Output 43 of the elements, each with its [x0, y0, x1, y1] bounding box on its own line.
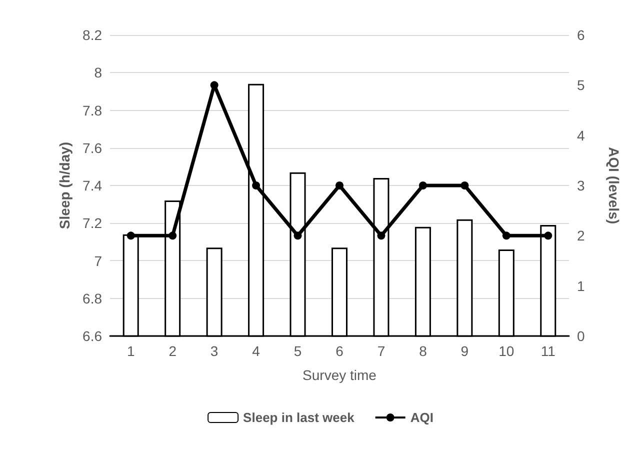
point — [418, 182, 427, 190]
x-tick-label: 9 — [460, 343, 469, 359]
point — [252, 182, 260, 190]
y-axis-title: Sleep (h/day) — [56, 142, 73, 230]
x-tick-label: 6 — [336, 343, 344, 359]
y2-axis-title: AQI (levels) — [606, 146, 622, 224]
point — [168, 232, 177, 240]
x-tick-label: 11 — [540, 343, 556, 359]
point — [377, 232, 386, 240]
y2-tick-label: 3 — [577, 178, 585, 194]
y2-tick-label: 6 — [577, 27, 585, 43]
y2-tick-label: 2 — [577, 228, 585, 244]
point — [126, 232, 135, 240]
y-tick-label: 7.4 — [82, 178, 102, 194]
y-tick-label: 7.6 — [82, 140, 102, 156]
y-tick-label: 6.8 — [82, 290, 102, 306]
point — [460, 182, 469, 190]
point — [210, 81, 218, 90]
legend-label: Sleep in last week — [243, 410, 356, 425]
x-tick-label: 5 — [294, 343, 302, 359]
y-tick-label: 7 — [94, 252, 102, 269]
point — [544, 232, 552, 240]
x-tick-label: 3 — [210, 343, 218, 359]
x-tick-label: 2 — [168, 343, 177, 359]
x-tick-label: 8 — [419, 343, 428, 359]
y-tick-label: 6.6 — [82, 328, 102, 344]
point — [502, 232, 510, 240]
y-tick-label: 7.2 — [82, 215, 102, 232]
y2-tick-label: 1 — [577, 278, 585, 294]
x-tick-label: 1 — [126, 343, 135, 359]
x-axis-title: Survey time — [302, 367, 377, 383]
y-tick-label: 7.8 — [82, 102, 102, 118]
legend-label: AQI — [410, 410, 434, 425]
x-tick-label: 10 — [498, 343, 514, 359]
point — [294, 232, 302, 240]
x-tick-label: 7 — [377, 343, 386, 359]
y2-tick-label: 5 — [577, 77, 585, 94]
y-tick-label: 8 — [94, 64, 102, 81]
x-tick-label: 4 — [252, 343, 260, 359]
point — [336, 182, 344, 190]
y2-tick-label: 0 — [577, 328, 585, 344]
y2-tick-label: 4 — [577, 127, 585, 144]
y-tick-label: 8.2 — [82, 27, 102, 43]
